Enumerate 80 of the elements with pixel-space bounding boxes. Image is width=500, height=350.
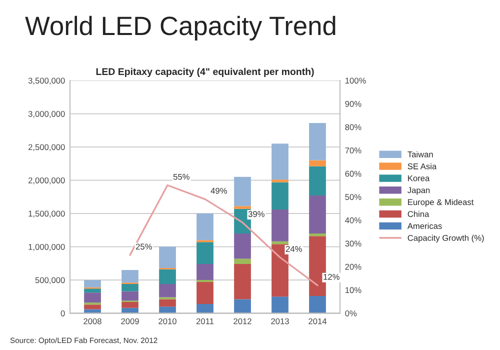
- y-tick-label: 3,000,000: [28, 110, 65, 118]
- data-label: 55%: [173, 174, 190, 180]
- legend-label: SE Asia: [408, 163, 437, 170]
- y-tick-label: 1,000,000: [28, 244, 65, 251]
- bar: [84, 304, 101, 310]
- bar: [234, 233, 251, 259]
- y2-tick-label: 60%: [345, 170, 362, 177]
- bar: [196, 264, 214, 280]
- legend-label: Japan: [408, 187, 430, 195]
- x-tick-label: 2010: [158, 318, 176, 324]
- bar: [234, 264, 251, 300]
- y-tick-label: 2,500,000: [28, 144, 65, 152]
- bar: [309, 160, 326, 166]
- bar: [122, 284, 138, 292]
- y2-tick-label: 40%: [345, 217, 362, 224]
- x-tick-label: 2013: [271, 318, 289, 324]
- line-series: [129, 184, 318, 286]
- legend-label: Taiwan: [408, 151, 433, 158]
- x-tick-label: 2009: [121, 318, 139, 324]
- bar: [84, 288, 101, 293]
- bar: [84, 292, 101, 303]
- bar: [196, 214, 214, 240]
- bar: [159, 284, 176, 298]
- legend-label: Korea: [408, 175, 430, 182]
- y2-tick-label: 10%: [345, 287, 362, 294]
- bar: [272, 241, 288, 244]
- bar: [196, 282, 214, 304]
- bar: [159, 306, 176, 314]
- bar: [272, 296, 288, 314]
- x-tick-label: 2014: [308, 318, 327, 324]
- y2-tick-label: 90%: [345, 100, 362, 107]
- bar: [272, 182, 288, 210]
- bar: [272, 210, 288, 242]
- data-label: 49%: [210, 188, 227, 194]
- y2-tick-label: 30%: [345, 240, 362, 247]
- bar: [159, 299, 176, 307]
- bar: [272, 144, 288, 180]
- data-label: 24%: [286, 246, 302, 252]
- bar: [309, 166, 326, 196]
- bar: [122, 308, 138, 314]
- bar: [234, 299, 251, 314]
- bar: [234, 176, 251, 206]
- bar: [196, 304, 214, 314]
- bar: [196, 242, 214, 264]
- data-label: 25%: [136, 244, 152, 250]
- bar: [309, 123, 326, 160]
- bar: [234, 258, 251, 264]
- y2-tick-label: 20%: [345, 264, 362, 270]
- legend-label: China: [408, 210, 430, 218]
- y-tick-label: 500,000: [35, 277, 65, 284]
- x-tick-label: 2012: [234, 318, 252, 324]
- bar: [122, 302, 138, 308]
- y-tick-label: 2,000,000: [28, 177, 65, 184]
- bar: [309, 296, 326, 314]
- data-label: 39%: [248, 211, 264, 218]
- y2-tick-label: 0%: [345, 310, 357, 316]
- bar: [122, 291, 138, 301]
- y2-tick-label: 80%: [345, 124, 362, 130]
- y2-tick-label: 70%: [345, 148, 362, 154]
- bar: [272, 180, 288, 182]
- bar: [159, 246, 176, 268]
- x-tick-label: 2008: [84, 318, 102, 324]
- data-label: 12%: [324, 274, 340, 280]
- y2-tick-label: 50%: [345, 194, 362, 200]
- legend-label: Capacity Growth (%): [408, 234, 484, 243]
- bar: [84, 280, 101, 288]
- bar: [122, 270, 138, 283]
- bar: [309, 196, 326, 234]
- x-tick-label: 2011: [196, 318, 214, 324]
- legend-label: Americas: [407, 222, 442, 229]
- y-tick-label: 1,500,000: [28, 210, 65, 218]
- chart-subtitle: LED Epitaxy capacity (4" equivalent per month): [96, 68, 314, 77]
- bar: [159, 269, 176, 284]
- y-tick-label: 0: [60, 310, 65, 316]
- y2-tick-label: 100%: [345, 78, 366, 84]
- bar: [309, 233, 326, 236]
- bar: [234, 206, 251, 209]
- y-tick-label: 3,500,000: [28, 78, 65, 85]
- legend-label: Europe & Mideast: [408, 198, 474, 207]
- chart-title: World LED Capacity Trend: [25, 16, 336, 40]
